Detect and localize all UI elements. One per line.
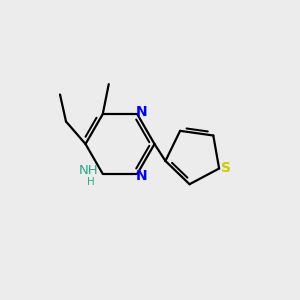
Text: S: S [221, 160, 231, 175]
Text: NH: NH [79, 164, 98, 177]
Text: H: H [88, 177, 95, 187]
Text: N: N [136, 105, 148, 119]
Text: N: N [136, 169, 148, 183]
